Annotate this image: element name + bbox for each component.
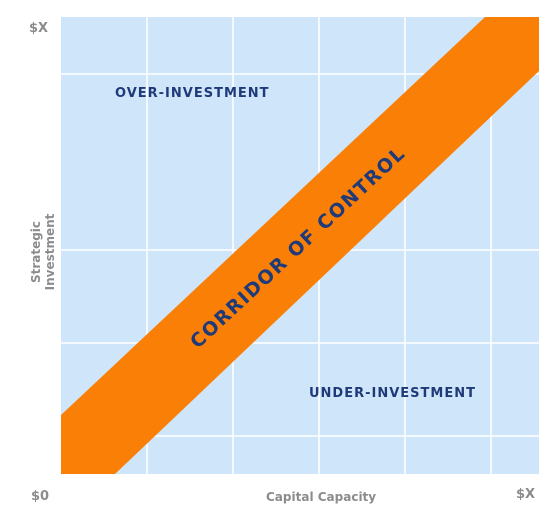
corridor-band	[61, 17, 539, 474]
y-axis-title: Strategic Investment	[29, 213, 57, 291]
x-axis-title: Capital Capacity	[266, 490, 377, 504]
x-axis-min-label: $0	[31, 489, 50, 504]
y-axis-max-label: $X	[29, 21, 49, 36]
x-axis-max-label: $X	[516, 487, 536, 502]
under-investment-label: UNDER-INVESTMENT	[309, 386, 476, 401]
over-investment-label: OVER-INVESTMENT	[115, 86, 270, 101]
